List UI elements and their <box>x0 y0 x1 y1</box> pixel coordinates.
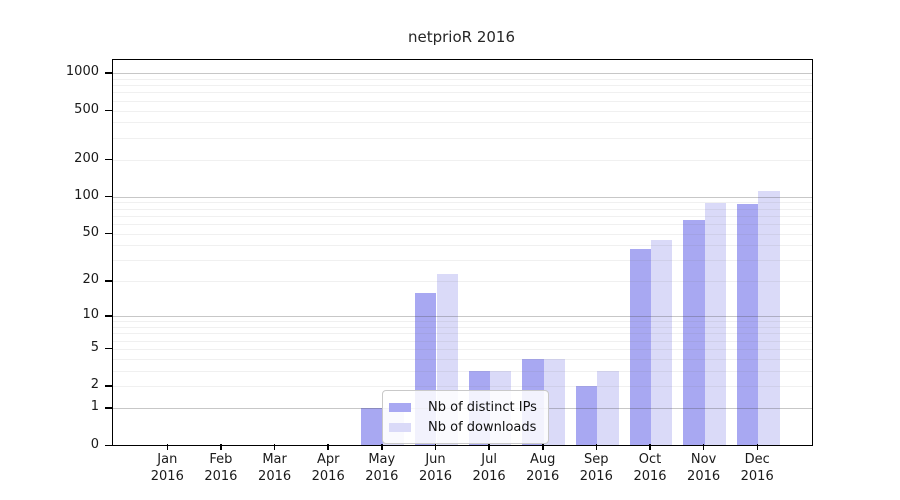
x-axis-tick-mark <box>702 444 705 450</box>
y-axis-tick-mark <box>105 232 112 235</box>
x-axis-tick-mark <box>327 444 329 450</box>
bar-distinct-ips <box>683 219 705 445</box>
legend-label-distinct-ips: Nb of distinct IPs <box>428 399 537 415</box>
x-axis-tick-mark <box>542 444 544 450</box>
gridline-minor <box>113 137 812 139</box>
y-axis-tick-label: 10 <box>82 307 99 323</box>
y-axis-tick-label: 5 <box>90 339 99 355</box>
x-axis-tick-year: 2016 <box>150 469 184 484</box>
gridline-minor <box>113 78 812 80</box>
x-axis-tick-label: Feb 2016 <box>189 451 253 485</box>
x-axis-tick-year: 2016 <box>579 469 613 484</box>
y-axis-tick-mark <box>105 195 112 198</box>
x-axis-tick-label: Aug 2016 <box>511 451 575 485</box>
x-axis-tick-mark <box>595 444 598 450</box>
y-axis-tick-mark <box>105 158 112 161</box>
y-axis-tick-mark <box>105 385 112 387</box>
bar-downloads <box>704 203 726 445</box>
bar-downloads <box>543 358 566 445</box>
gridline-minor <box>113 122 812 124</box>
bar-downloads <box>651 240 673 445</box>
y-axis-tick-mark <box>105 444 112 446</box>
x-axis-tick-mark <box>488 444 490 450</box>
x-axis-tick-mark <box>649 444 651 450</box>
x-axis-tick-year: 2016 <box>740 469 774 484</box>
y-axis-tick-label: 1 <box>90 399 99 415</box>
gridline-minor <box>113 159 812 161</box>
bar-distinct-ips <box>629 249 651 445</box>
x-axis-tick-label: Sep 2016 <box>564 451 628 485</box>
x-axis-tick-year: 2016 <box>687 469 721 484</box>
x-axis-tick-year: 2016 <box>311 469 345 484</box>
x-axis-tick-label: Jun 2016 <box>404 451 468 485</box>
x-axis-tick-year: 2016 <box>633 469 667 484</box>
x-axis-tick-year: 2016 <box>365 469 399 484</box>
x-axis-tick-label: May 2016 <box>350 451 414 485</box>
y-axis-tick-mark <box>105 315 112 317</box>
gridline-minor <box>113 110 812 112</box>
bar-distinct-ips <box>361 408 383 445</box>
gridline-major <box>113 196 812 198</box>
x-axis-tick-mark <box>220 444 222 450</box>
x-axis-tick-label: Mar 2016 <box>243 451 307 485</box>
plot-area: Nb of distinct IPs Nb of downloads <box>112 59 813 446</box>
y-axis-tick-label: 100 <box>74 187 99 203</box>
x-axis-tick-year: 2016 <box>204 469 238 484</box>
x-axis-tick-year: 2016 <box>258 469 292 484</box>
bar-distinct-ips <box>575 386 598 445</box>
chart-title: netprioR 2016 <box>407 28 515 46</box>
legend-item-distinct-ips: Nb of distinct IPs <box>389 397 537 417</box>
x-axis-tick-mark <box>381 444 383 450</box>
legend-swatch-distinct-ips <box>389 402 411 412</box>
x-axis-tick-mark <box>273 444 276 450</box>
gridline-minor <box>113 100 812 102</box>
legend-swatch-downloads <box>389 422 411 432</box>
x-axis-tick-label: Jan 2016 <box>135 451 199 485</box>
legend-label-downloads: Nb of downloads <box>428 419 537 435</box>
y-axis-tick-label: 200 <box>74 150 99 166</box>
y-axis-tick-mark <box>105 347 112 350</box>
x-axis-tick-label: Oct 2016 <box>618 451 682 485</box>
x-axis-tick-mark <box>434 444 437 450</box>
x-axis-tick-mark <box>756 444 758 450</box>
x-axis-tick-year: 2016 <box>418 469 453 484</box>
gridline-minor <box>113 85 812 87</box>
x-axis-tick-label: Nov 2016 <box>672 451 736 485</box>
x-axis-tick-mark <box>166 444 169 450</box>
y-axis-tick-label: 0 <box>90 436 99 452</box>
x-axis-tick-label: Jul 2016 <box>457 451 521 485</box>
x-axis-tick-year: 2016 <box>472 469 506 484</box>
y-axis-tick-label: 20 <box>82 272 99 288</box>
legend-item-downloads: Nb of downloads <box>389 417 537 437</box>
y-axis-tick-mark <box>105 407 112 409</box>
x-axis-tick-label: Apr 2016 <box>296 451 360 485</box>
x-axis-tick-label: Dec 2016 <box>725 451 789 485</box>
y-axis-tick-mark <box>105 280 112 282</box>
bar-distinct-ips <box>736 203 759 445</box>
y-axis-tick-mark <box>105 109 112 111</box>
y-axis-tick-label: 2 <box>90 377 99 393</box>
legend: Nb of distinct IPs Nb of downloads <box>382 390 549 444</box>
gridline-major <box>113 73 812 75</box>
y-axis-tick-label: 1000 <box>65 64 99 80</box>
bar-downloads <box>597 370 619 445</box>
bar-downloads <box>758 190 780 445</box>
y-axis-tick-label: 500 <box>74 101 99 117</box>
x-axis-tick-year: 2016 <box>526 469 560 484</box>
y-axis-tick-label: 50 <box>82 224 99 240</box>
y-axis-tick-mark <box>105 72 112 74</box>
gridline-minor <box>113 92 812 94</box>
